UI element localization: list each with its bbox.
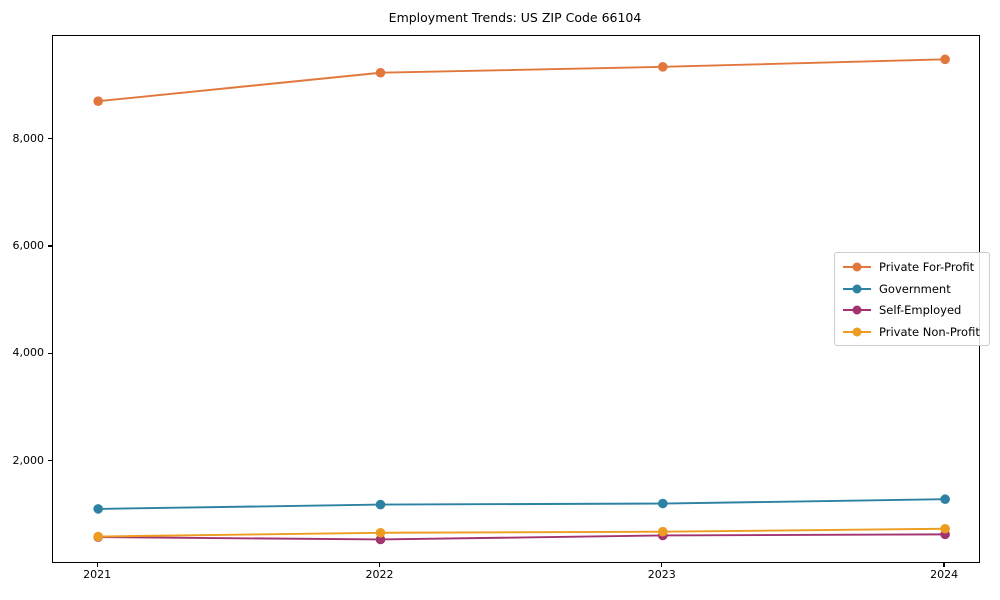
- legend-item-self-employed: Self-Employed: [842, 302, 980, 318]
- data-point-private-non-profit: [93, 531, 103, 542]
- data-point-government: [93, 504, 103, 514]
- y-tick-mark: [47, 138, 52, 140]
- data-point-self-employed: [375, 534, 386, 545]
- legend-label: Self-Employed: [879, 303, 962, 317]
- data-point-private-non-profit: [940, 523, 950, 534]
- x-tick-mark: [943, 562, 945, 567]
- legend-item-private-for-profit: Private For-Profit: [842, 259, 980, 275]
- data-point-government: [658, 498, 668, 509]
- x-tick-label: 2024: [930, 568, 959, 581]
- data-point-private-non-profit: [658, 526, 668, 537]
- y-tick-mark: [47, 352, 52, 355]
- data-point-private-for-profit: [375, 67, 386, 78]
- plot-area: [52, 35, 980, 563]
- data-point-private-for-profit: [93, 96, 103, 106]
- legend-line-sample: [843, 327, 871, 336]
- y-tick-mark: [47, 460, 52, 462]
- y-tick-mark: [47, 245, 52, 247]
- line-private-for-profit: [98, 58, 946, 103]
- x-tick-label: 2021: [83, 568, 112, 581]
- x-tick-mark: [661, 562, 663, 567]
- y-tick-label: 4,000: [12, 346, 45, 360]
- line-government: [98, 498, 946, 510]
- x-tick-mark: [378, 562, 381, 567]
- x-tick-label: 2022: [365, 568, 394, 581]
- y-tick-label: 2,000: [12, 453, 45, 467]
- x-tick-label: 2023: [647, 568, 676, 581]
- legend-line-sample: [843, 305, 871, 315]
- legend-item-private-non-profit: Private Non-Profit: [842, 324, 980, 340]
- legend-item-government: Government: [842, 281, 980, 297]
- legend-label: Private For-Profit: [879, 260, 975, 274]
- legend-line-sample: [843, 284, 871, 293]
- legend: Private For-Profit Government Self-Employe…: [834, 252, 990, 346]
- line-self-employed: [98, 533, 946, 541]
- data-point-private-for-profit: [940, 54, 950, 65]
- legend-line-sample: [843, 262, 871, 272]
- y-tick-label: 8,000: [12, 131, 45, 145]
- data-point-government: [940, 494, 950, 505]
- line-private-non-profit: [98, 527, 946, 538]
- x-tick-mark: [96, 562, 98, 567]
- data-point-government: [375, 499, 386, 510]
- chart-title: Employment Trends: US ZIP Code 66104: [388, 10, 642, 25]
- legend-label: Government: [879, 281, 951, 296]
- y-tick-label: 6,000: [12, 239, 45, 253]
- legend-label: Private Non-Profit: [879, 324, 980, 339]
- plot-canvas: [93, 54, 950, 545]
- data-point-private-non-profit: [375, 527, 386, 538]
- data-point-private-for-profit: [658, 62, 668, 72]
